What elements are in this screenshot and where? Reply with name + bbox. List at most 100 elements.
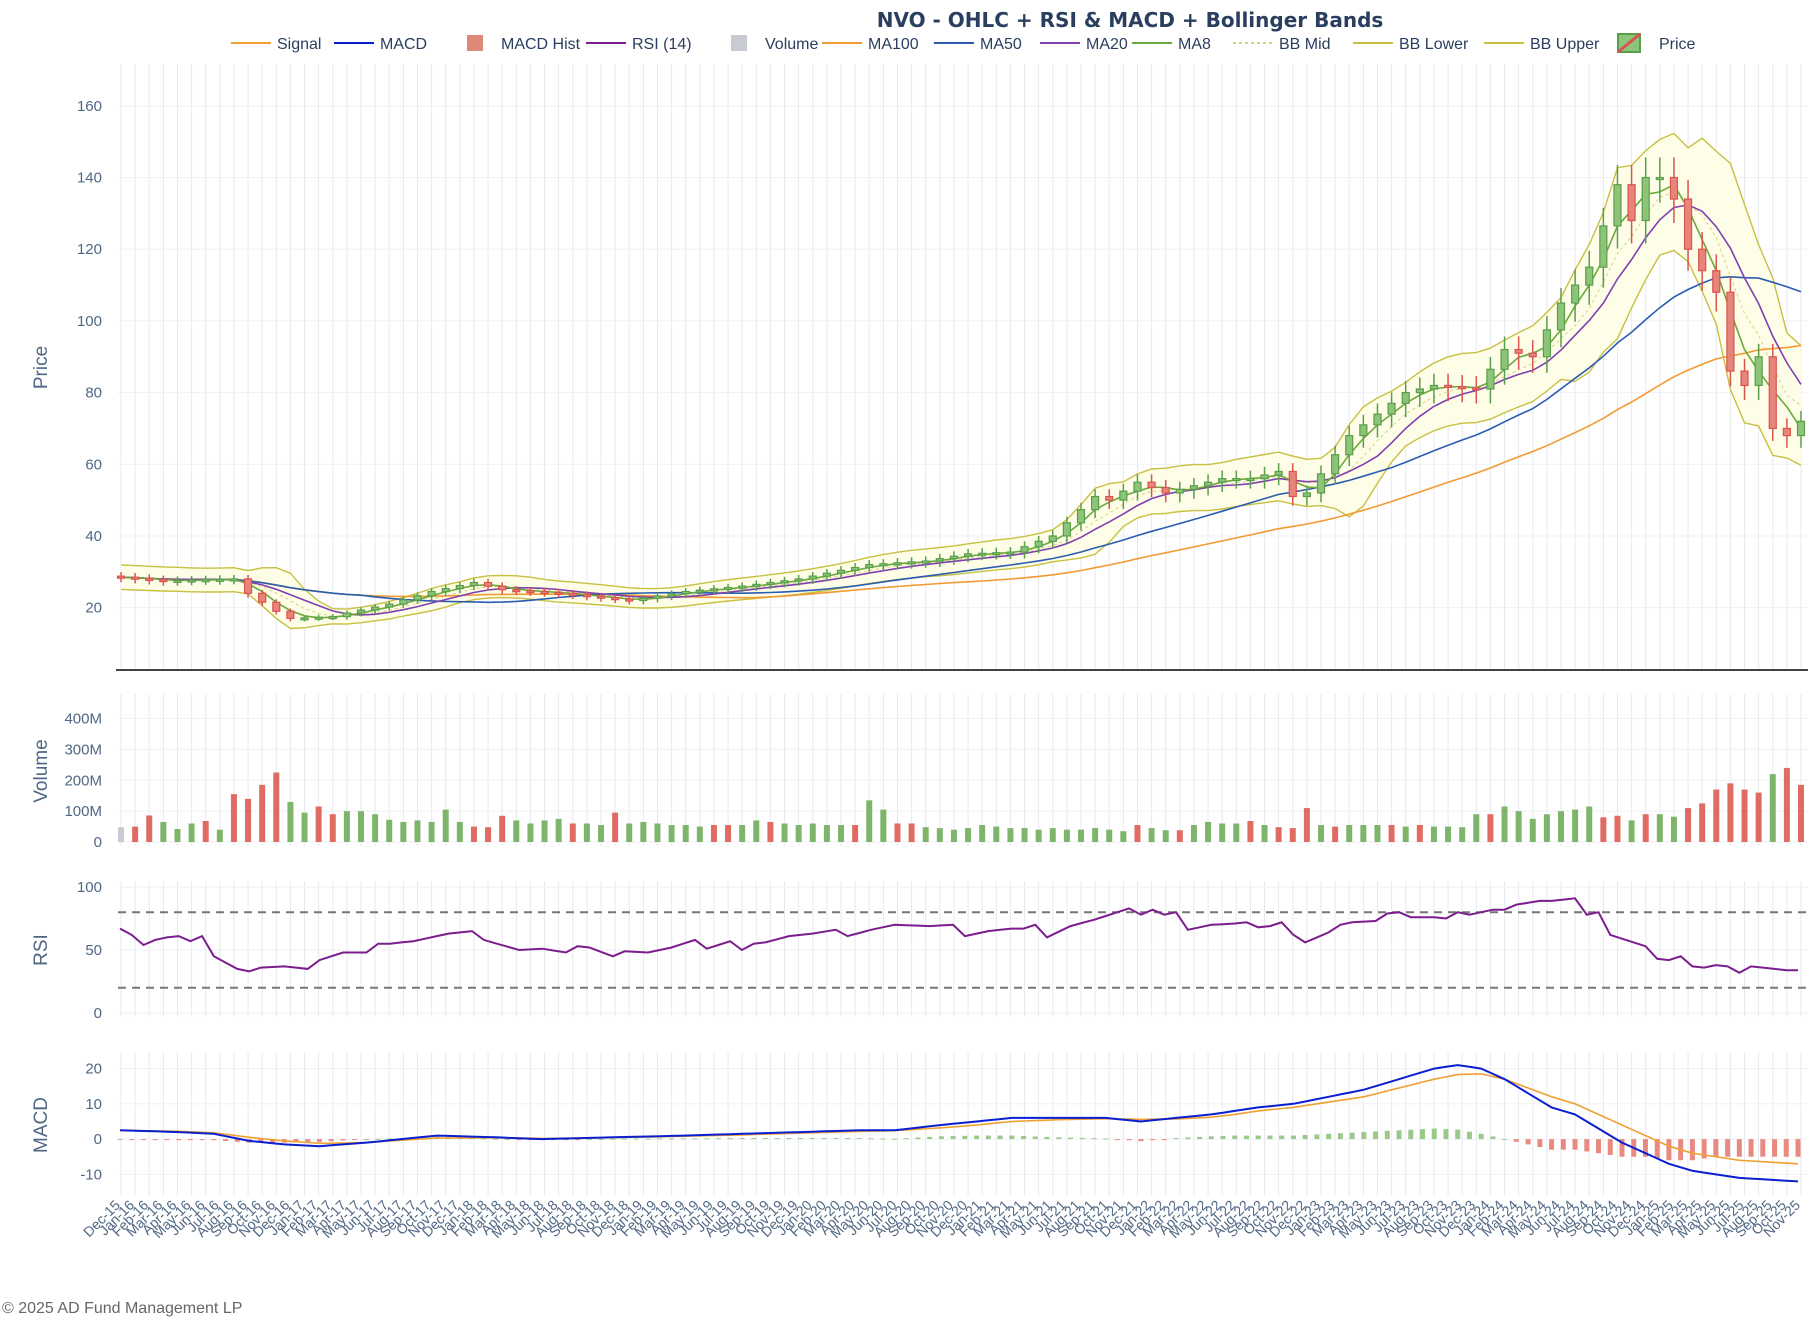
price-candle: [1514, 348, 1523, 354]
volume-bar: [1586, 806, 1593, 842]
price-candle: [865, 564, 874, 569]
volume-bar: [1303, 808, 1310, 842]
price-candle: [1218, 478, 1227, 483]
volume-bar: [1035, 829, 1042, 842]
volume-bar: [273, 772, 280, 842]
macd-hist-bar: [880, 1138, 886, 1140]
macd-hist-bar: [1725, 1139, 1731, 1157]
volume-bar: [1106, 829, 1113, 842]
macd-hist-bar: [974, 1135, 980, 1140]
price-candle: [272, 601, 281, 612]
price-candle: [1585, 266, 1594, 286]
macd-hist-bar: [891, 1138, 897, 1140]
macd-hist-bar: [1596, 1139, 1602, 1154]
volume-bar: [1063, 829, 1070, 842]
volume-bar: [1219, 823, 1226, 842]
price-candle: [1472, 387, 1481, 391]
volume-y-tick-label: 400M: [64, 711, 102, 728]
macd-hist-bar: [1408, 1129, 1414, 1140]
price-candle: [215, 578, 224, 582]
legend-item-ma20: MA20: [1040, 36, 1128, 53]
price-candle: [1458, 386, 1467, 390]
macd-y-tick-label: -10: [80, 1166, 102, 1183]
rsi-line: [119, 897, 1798, 974]
price-candle: [1528, 352, 1537, 358]
volume-bar: [386, 819, 393, 842]
price-candle: [1274, 470, 1283, 476]
volume-bar: [1699, 803, 1706, 842]
macd-hist-bar: [316, 1139, 322, 1142]
macd-hist-bar: [997, 1135, 1003, 1140]
volume-bar: [1374, 825, 1381, 842]
price-candle: [1613, 184, 1622, 227]
price-candle: [963, 553, 973, 557]
macd-hist-bar: [868, 1138, 874, 1140]
macd-hist-bar: [1302, 1134, 1308, 1140]
volume-bar: [710, 825, 717, 842]
legend-label: MA20: [1086, 36, 1128, 53]
volume-bar: [823, 825, 830, 842]
volume-bar: [1261, 825, 1268, 842]
price-candle: [554, 591, 563, 596]
volume-bar: [1628, 820, 1635, 842]
legend-label: Price: [1659, 36, 1696, 53]
macd-hist-bar: [1642, 1139, 1648, 1157]
price-candle: [1415, 388, 1424, 394]
macd-hist-bar: [657, 1138, 663, 1140]
chart-title: NVO - OHLC + RSI & MACD + Bollinger Band…: [877, 8, 1384, 32]
bb-lower-line: [120, 249, 1802, 630]
price-candle: [978, 552, 987, 556]
volume-bar: [1600, 817, 1607, 842]
price-candle: [1796, 420, 1806, 437]
price-candle: [159, 578, 168, 583]
price-candle: [1331, 454, 1340, 475]
legend-label: BB Mid: [1279, 36, 1331, 53]
volume-bar: [160, 821, 167, 842]
volume-bar: [908, 823, 915, 842]
macd-hist-bar: [1525, 1139, 1531, 1145]
price-y-tick-label: 20: [85, 600, 102, 617]
price-candle: [738, 585, 747, 589]
price-candle: [1260, 474, 1269, 480]
volume-bar: [1092, 828, 1099, 842]
volume-bar: [838, 825, 844, 842]
price-candle: [780, 580, 789, 584]
price-candle: [1373, 413, 1382, 426]
macd-hist-bar: [1114, 1139, 1120, 1141]
macd-hist-bar: [1549, 1139, 1555, 1150]
volume-bar: [922, 827, 929, 842]
price-candle: [286, 610, 295, 620]
volume-y-tick-label: 0: [94, 834, 102, 851]
volume-bar: [965, 828, 972, 842]
macd-hist-bar: [669, 1138, 675, 1140]
macd-hist-bar: [387, 1138, 393, 1140]
macd-hist-bar: [1396, 1130, 1402, 1140]
macd-hist-bar: [739, 1138, 745, 1140]
volume-bar: [1473, 814, 1480, 842]
price-candle: [695, 589, 704, 593]
macd-hist-bar: [751, 1138, 757, 1140]
price-candle: [1429, 384, 1439, 390]
price-candle: [1655, 176, 1664, 181]
volume-bar: [259, 784, 266, 842]
price-candle: [1387, 402, 1396, 415]
volume-bar: [1416, 825, 1423, 842]
price-y-tick-label: 100: [77, 313, 102, 330]
macd-hist-bar: [1243, 1135, 1249, 1140]
price-candle: [498, 585, 507, 591]
price-candle: [1048, 535, 1057, 542]
macd-hist-bar: [305, 1139, 311, 1143]
volume-bar: [216, 829, 223, 842]
macd-hist-bar: [1021, 1136, 1027, 1140]
price-candle: [1232, 478, 1241, 482]
macd-hist-bar: [1420, 1129, 1426, 1140]
macd-hist-bar: [492, 1138, 498, 1140]
price-candle: [1627, 184, 1636, 222]
volume-bar: [1148, 828, 1155, 842]
macd-hist-bar: [1009, 1135, 1015, 1140]
volume-bar: [541, 820, 548, 842]
volume-bar: [1332, 826, 1339, 842]
volume-bar: [1360, 825, 1367, 842]
macd-hist-bar: [575, 1139, 581, 1141]
